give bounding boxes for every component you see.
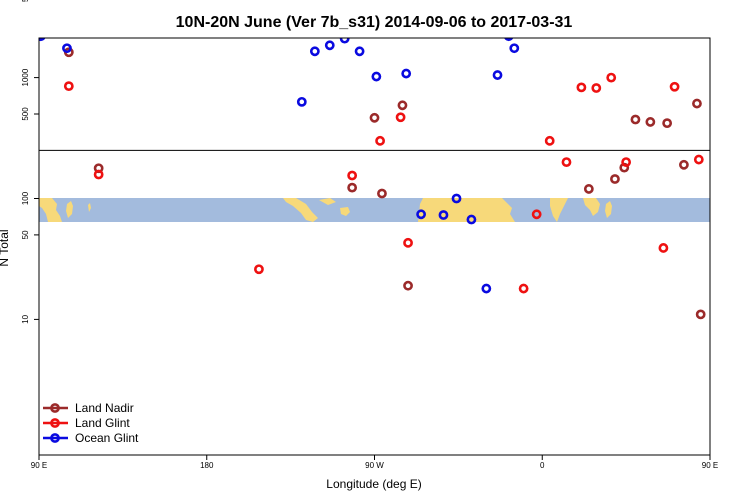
land-glint-point — [518, 283, 529, 294]
land-nadir-point — [679, 159, 689, 170]
land-nadir-point — [736, 49, 743, 56]
land-glint-point — [63, 81, 74, 92]
ocean-glint-point — [451, 193, 462, 204]
y-tick-label: 100 — [21, 191, 30, 205]
x-tick-label: 90 E — [31, 461, 47, 470]
land-glint-point — [347, 170, 358, 181]
ocean-glint-point — [492, 70, 503, 80]
ocean-glint-point — [736, 98, 743, 105]
chart-title: 10N-20N June (Ver 7b_s31) 2014-09-06 to … — [176, 14, 573, 31]
ocean-glint-point — [324, 40, 335, 51]
land-central-america — [283, 198, 318, 222]
y-tick-label: 500 — [21, 107, 30, 121]
series-ocean-glint — [39, 10, 743, 294]
x-axis: 90 E 180 90 W 0 90 E — [31, 455, 718, 470]
y-tick-label: 50 — [21, 230, 30, 239]
ocean-glint-point — [296, 96, 307, 107]
land-philippines — [66, 201, 73, 218]
ocean-glint-point — [339, 38, 350, 44]
x-tick-label: 90 W — [365, 461, 384, 470]
land-glint-point — [669, 81, 680, 92]
ocean-glint-point — [721, 10, 728, 17]
land-glint-point — [606, 72, 617, 83]
land-nadir-point — [692, 98, 702, 109]
land-nadir-point — [645, 117, 656, 127]
land-india — [550, 198, 568, 222]
plot-frame — [38, 37, 711, 456]
land-glint-point — [531, 209, 542, 220]
land-asia-east — [39, 198, 62, 222]
ocean-glint-point — [39, 38, 46, 42]
y-tick-label: 5000 — [21, 0, 30, 2]
land-glint-point — [395, 112, 406, 123]
legend-marker-ocean-glint — [50, 433, 60, 443]
land-africa — [418, 198, 515, 222]
ocean-glint-point — [62, 43, 72, 54]
ocean-glint-point — [309, 46, 320, 57]
y-tick-label: 10 — [21, 314, 30, 323]
x-axis-label: Longitude (deg E) — [326, 477, 421, 491]
legend-marker-land-glint — [50, 418, 60, 428]
land-glint-point — [658, 243, 669, 253]
land-glint-point — [544, 135, 555, 146]
land-pacific-islands — [88, 203, 91, 212]
land-nadir-point — [610, 174, 620, 184]
ocean-glint-point — [504, 38, 514, 42]
land-caribbean — [319, 198, 336, 205]
x-tick-label: 0 — [540, 461, 545, 470]
series-land-nadir — [63, 47, 743, 320]
legend-label-land-glint: Land Glint — [75, 416, 130, 430]
land-nadir-point — [397, 100, 408, 111]
land-glint-point — [254, 264, 264, 275]
land-philippines-east — [605, 201, 612, 218]
ocean-glint-point — [401, 68, 412, 79]
land-nadir-point — [583, 184, 594, 194]
ocean-glint-point — [438, 210, 449, 220]
ocean-glint-point — [481, 283, 492, 294]
land-glint-point — [621, 157, 632, 168]
land-glint-point — [736, 83, 743, 90]
land-glint-point — [403, 237, 413, 248]
land-nadir-point — [662, 118, 673, 129]
land-nadir-point — [369, 112, 380, 123]
land-glint-point — [93, 169, 104, 180]
y-axis: 10501005001000500010000 — [21, 0, 39, 324]
legend-label-ocean-glint: Ocean Glint — [75, 431, 139, 445]
legend-label-land-nadir: Land Nadir — [75, 401, 134, 415]
land-glint-point — [693, 154, 704, 165]
y-axis-label: N Total — [0, 229, 11, 266]
data-points — [39, 10, 743, 320]
land-nadir-point — [377, 188, 387, 199]
land-nadir-point — [723, 306, 730, 313]
world-map-band — [39, 198, 710, 222]
land-glint-point — [375, 135, 385, 146]
series-land-glint — [63, 72, 743, 294]
ocean-glint-point — [509, 43, 520, 54]
land-nadir-point — [695, 309, 706, 320]
land-nadir-point — [630, 114, 641, 125]
land-indochina — [583, 198, 600, 216]
ocean-glint-point — [466, 214, 477, 225]
ocean-glint-point — [416, 209, 426, 220]
land-south-america — [340, 207, 350, 216]
land-glint-point — [591, 83, 602, 93]
ocean-glint-point — [371, 71, 382, 82]
ocean-glint-point — [354, 46, 365, 57]
x-tick-label: 90 E — [702, 461, 718, 470]
map-landmasses — [39, 198, 612, 222]
x-tick-label: 180 — [200, 461, 214, 470]
land-nadir-point — [347, 182, 358, 193]
legend-marker-land-nadir — [50, 403, 60, 413]
land-glint-point — [561, 157, 572, 168]
land-glint-point — [576, 82, 587, 93]
y-tick-label: 1000 — [21, 68, 30, 86]
land-nadir-point — [403, 280, 413, 291]
